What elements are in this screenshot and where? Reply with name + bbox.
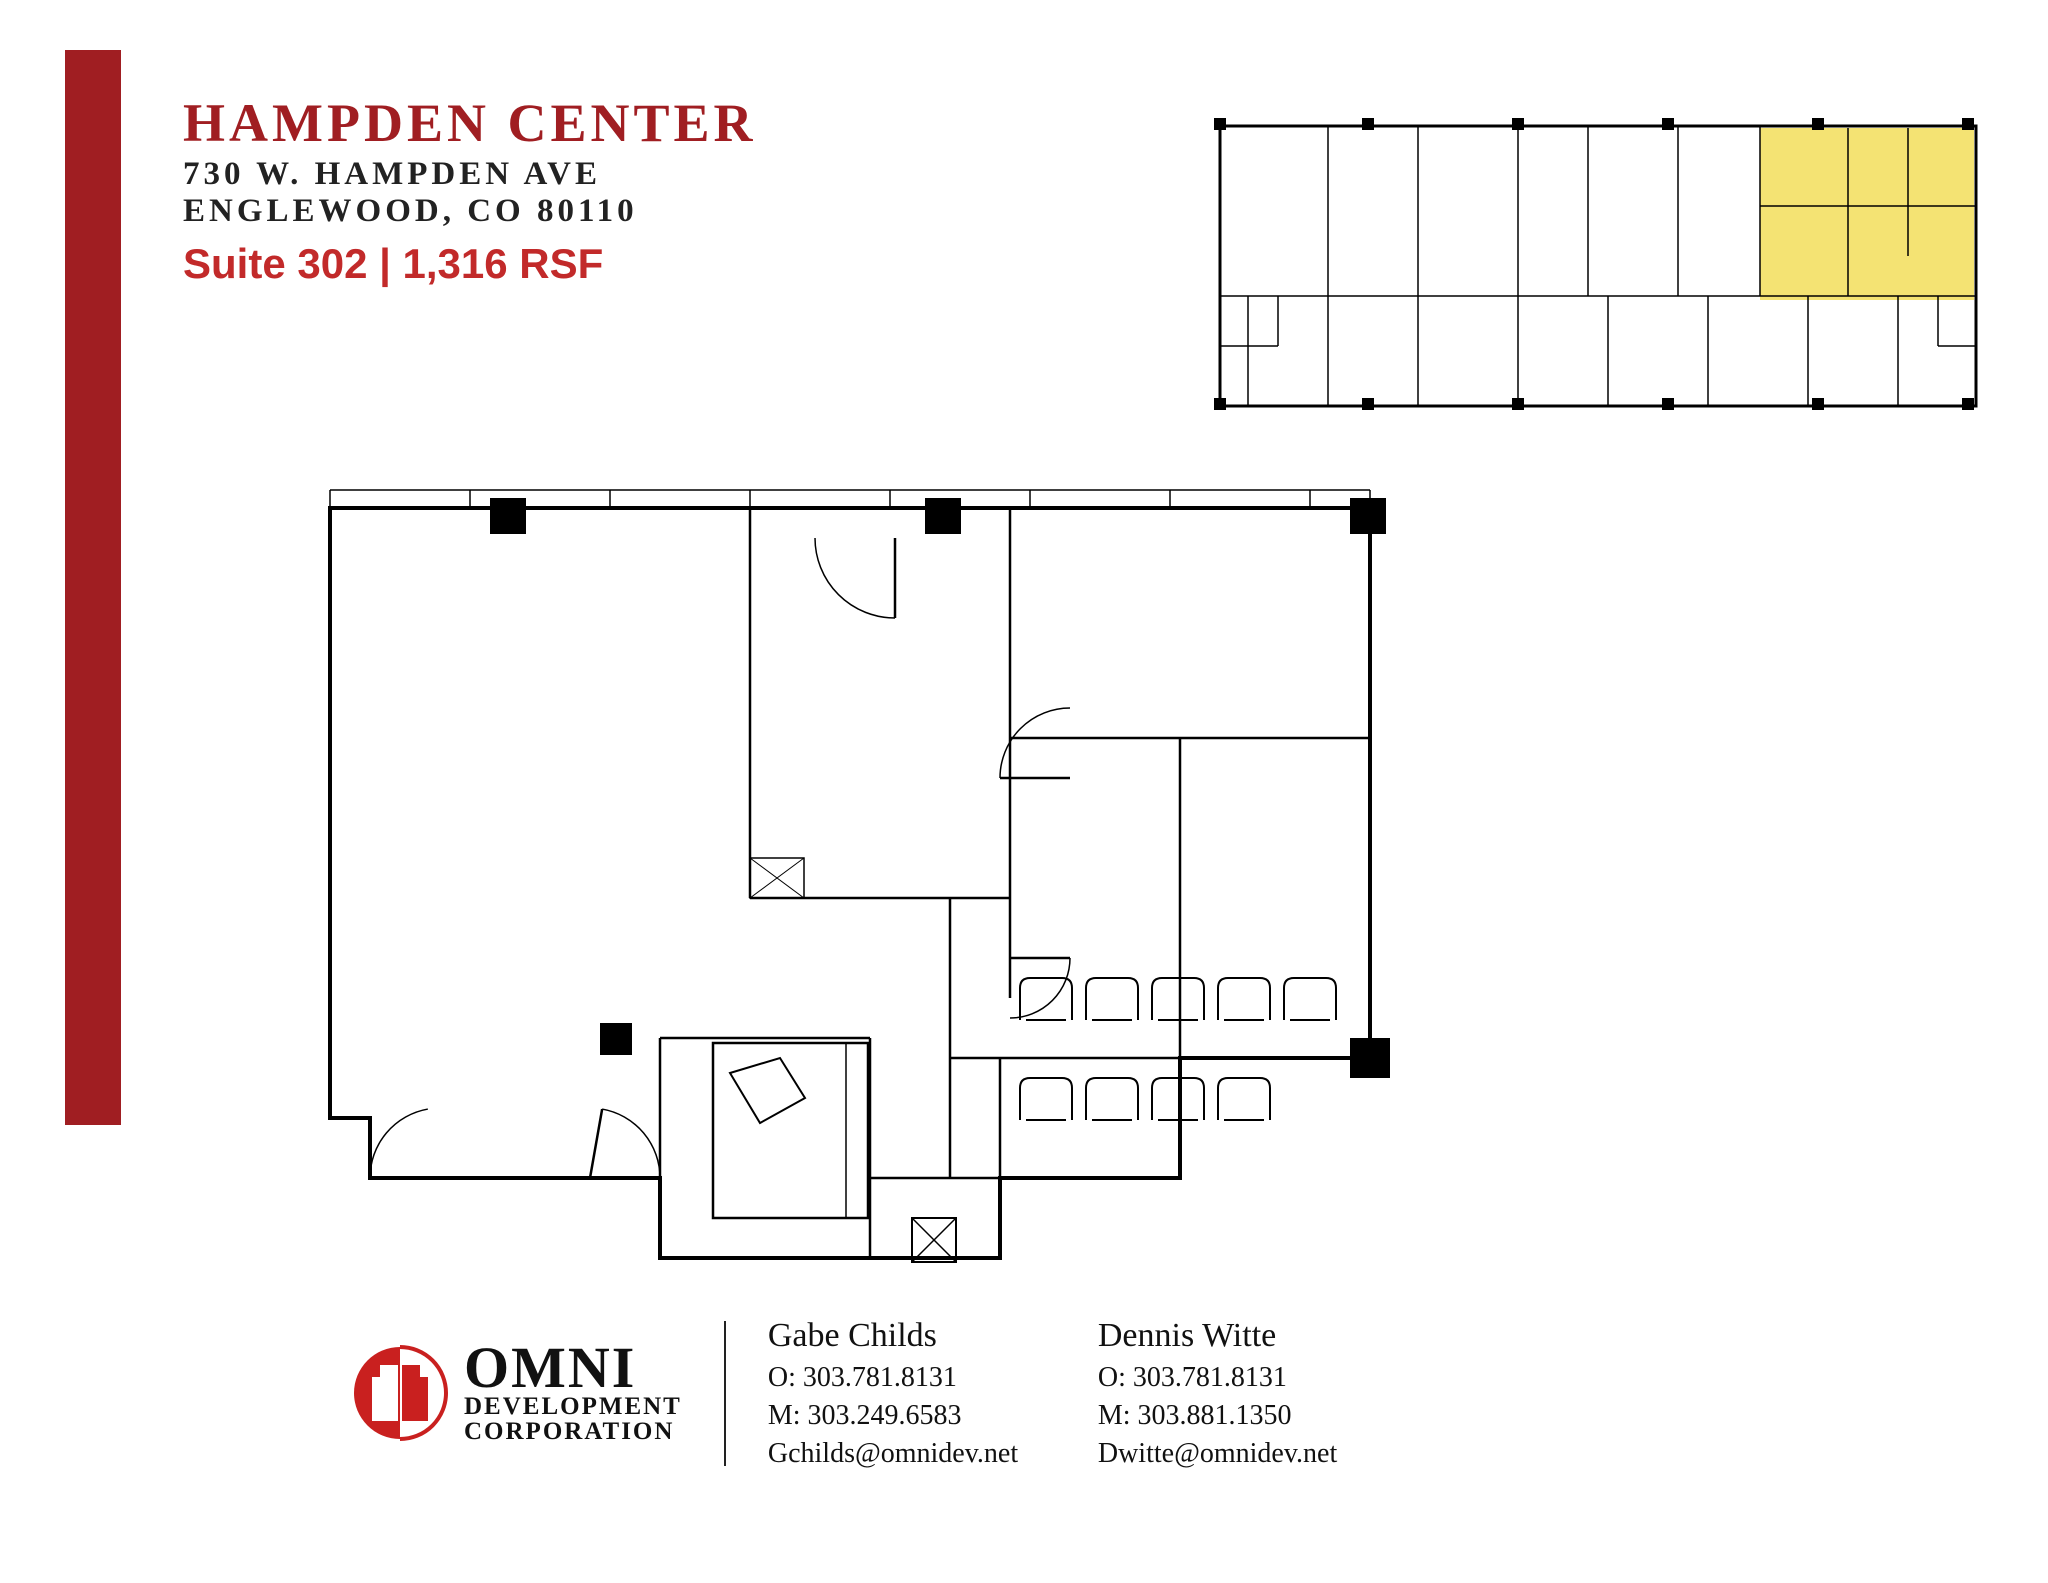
company-logo: OMNI DEVELOPMENT CORPORATION [350,1342,682,1444]
contact-1: Gabe Childs O: 303.781.8131 M: 303.249.6… [768,1313,1098,1472]
contact-2-name: Dennis Witte [1098,1313,1428,1359]
address-line-2: ENGLEWOOD, CO 80110 [183,193,757,230]
contact-2: Dennis Witte O: 303.781.8131 M: 303.881.… [1098,1313,1428,1472]
suite-floorplan-diagram [310,478,1420,1288]
footer-divider [724,1321,726,1466]
contact-1-email: Gchilds@omnidev.net [768,1435,1098,1473]
contact-1-mobile: M: 303.249.6583 [768,1397,1098,1435]
company-name-line2: DEVELOPMENT [464,1394,682,1419]
logo-icon [350,1343,450,1443]
company-name-block: OMNI DEVELOPMENT CORPORATION [464,1342,682,1444]
company-name-line3: CORPORATION [464,1419,682,1444]
accent-sidebar [65,50,121,1125]
contact-2-email: Dwitte@omnidev.net [1098,1435,1428,1473]
company-name-line1: OMNI [464,1342,682,1394]
contact-2-mobile: M: 303.881.1350 [1098,1397,1428,1435]
suite-info: Suite 302 | 1,316 RSF [183,240,757,288]
building-name: HAMPDEN CENTER [183,92,757,154]
header-block: HAMPDEN CENTER 730 W. HAMPDEN AVE ENGLEW… [183,92,757,288]
footer: OMNI DEVELOPMENT CORPORATION Gabe Childs… [350,1303,1750,1483]
contact-1-office: O: 303.781.8131 [768,1359,1098,1397]
keyplan-diagram [1208,86,1988,446]
address-line-1: 730 W. HAMPDEN AVE [183,156,757,193]
contact-1-name: Gabe Childs [768,1313,1098,1359]
page: HAMPDEN CENTER 730 W. HAMPDEN AVE ENGLEW… [0,0,2048,1583]
contact-2-office: O: 303.781.8131 [1098,1359,1428,1397]
